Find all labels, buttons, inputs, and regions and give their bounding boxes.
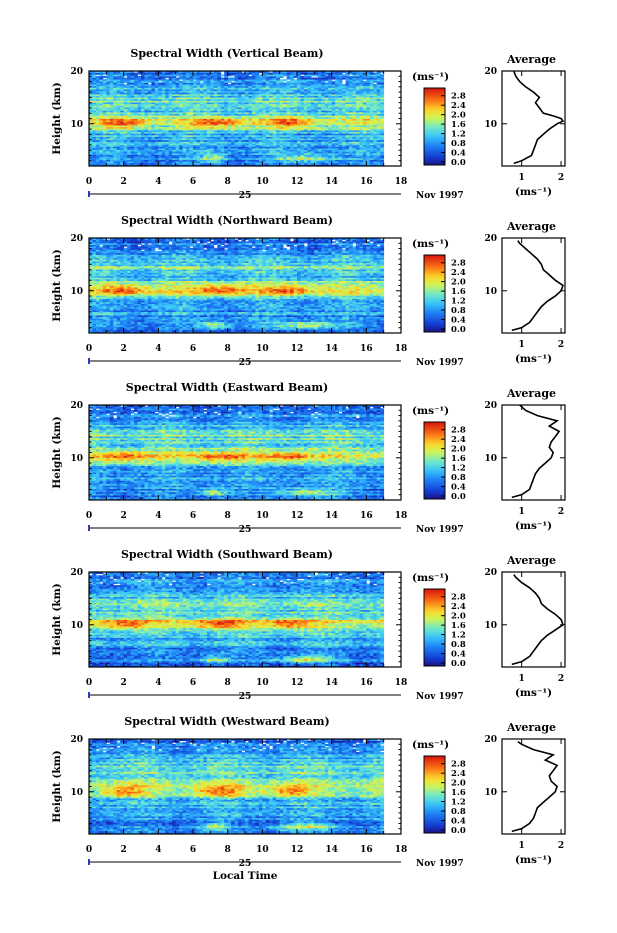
x-tick-label: 8: [225, 177, 231, 187]
heatmap-cell: [103, 79, 107, 81]
heatmap-cell: [283, 79, 287, 81]
heatmap-cell: [349, 76, 353, 78]
heatmap-cell: [200, 82, 204, 84]
date-label: Nov 1997: [416, 191, 464, 201]
heatmap-cell: [165, 79, 169, 81]
x-tick-label: 16: [360, 177, 373, 187]
heatmap-cell: [373, 73, 377, 75]
heatmap-cell: [228, 84, 232, 86]
heatmap-cell: [287, 81, 291, 83]
panel-title: Spectral Width (Vertical Beam): [130, 47, 323, 60]
heatmap-cell: [363, 81, 367, 83]
colorbar-tick-label: 1.6: [451, 120, 466, 130]
colorbar-tick-label: 0.4: [451, 149, 466, 159]
date-day: 25: [239, 191, 252, 201]
heatmap-cell: [179, 81, 183, 83]
heatmap-cell: [221, 74, 225, 76]
x-tick-label: 0: [86, 177, 92, 187]
heatmap-cell: [96, 76, 100, 78]
heatmap-cell: [342, 84, 346, 86]
x-tick-label: 12: [291, 177, 304, 187]
heatmap-cell: [231, 78, 235, 80]
x-tick-label: 6: [190, 177, 196, 187]
x-tick-label: 14: [325, 177, 338, 187]
heatmap-cell: [148, 84, 152, 86]
heatmap-cell: [311, 78, 315, 80]
y-tick-label: 20: [70, 67, 83, 77]
colorbar-tick-label: 2.4: [451, 101, 466, 111]
colorbar-tick-label: 0.0: [451, 158, 466, 168]
heatmap-cell: [269, 73, 273, 75]
y-axis-label: Height (km): [51, 82, 63, 154]
heatmap-cell: [314, 78, 318, 80]
x-tick-label: 10: [256, 177, 269, 187]
colorbar: [424, 88, 445, 165]
heatmap-cells: [89, 71, 384, 166]
heatmap-cell: [325, 82, 329, 84]
heatmap-cell: [283, 82, 287, 84]
heatmap-cell: [300, 76, 304, 78]
colorbar-tick-label: 1.2: [451, 130, 466, 140]
x-tick-label: 18: [395, 177, 408, 187]
heatmap-cell: [280, 79, 284, 81]
heatmap-cell: [228, 78, 232, 80]
panel-1: Spectral Width (Vertical Beam) 0 2 4 6 8 10 12 1…: [51, 47, 565, 201]
heatmap-cell: [134, 73, 138, 75]
heatmap-cell: [103, 76, 107, 78]
x-tick-label: 2: [121, 177, 127, 187]
heatmap-cell: [124, 78, 128, 80]
x-tick-label: 4: [155, 177, 161, 187]
heatmap-cell: [124, 84, 128, 86]
colorbar-tick-label: 2.8: [451, 92, 466, 102]
y-tick-label: 10: [70, 120, 83, 130]
colorbar-tick-label: 2.0: [451, 111, 466, 121]
heatmap-cell: [221, 78, 225, 80]
colorbar-tick-label: 0.8: [451, 139, 466, 149]
heatmap-cell: [231, 82, 235, 84]
heatmap-cell: [373, 84, 377, 86]
heatmap-cell: [342, 74, 346, 76]
heatmap-cell: [138, 76, 142, 78]
heatmap-cell: [158, 82, 162, 84]
heatmap-cell: [332, 81, 336, 83]
heatmap-cell: [176, 78, 180, 80]
heatmap-cell: [294, 79, 298, 81]
heatmap-cell: [380, 74, 384, 76]
heatmap-cell: [248, 76, 252, 78]
